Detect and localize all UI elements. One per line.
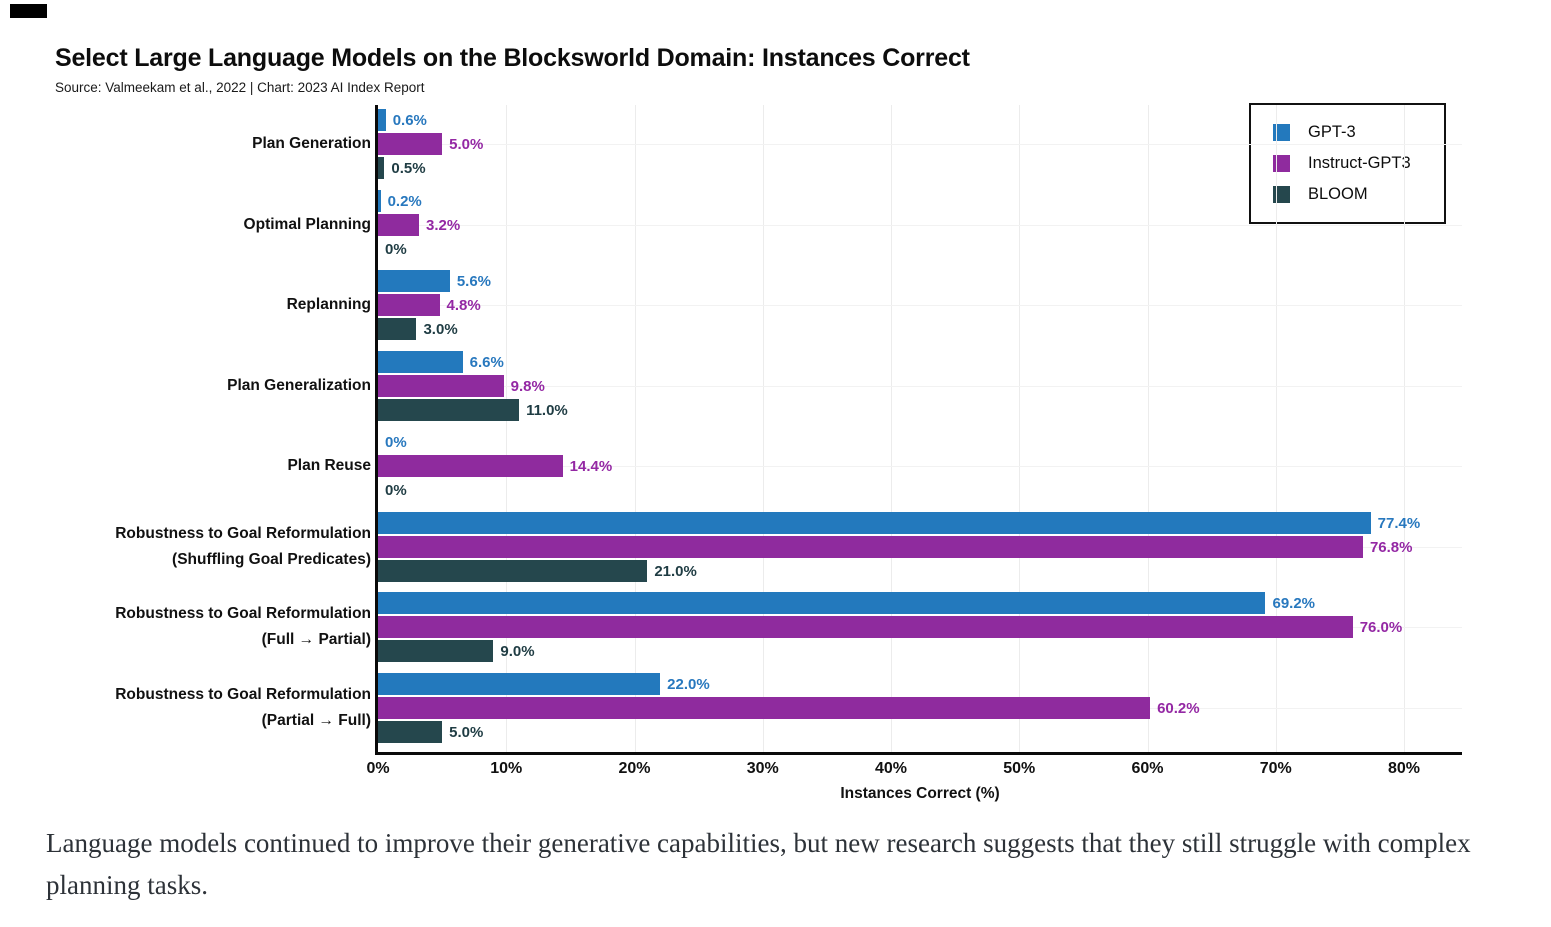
category-label: Replanning [286,296,371,314]
bar-gpt-3 [378,109,386,131]
bar-bloom [378,720,443,743]
bar-gpt-3 [378,592,1266,615]
bar-value-label: 22.0% [667,675,710,693]
category-label: Robustness to Goal Reformulation (Shuffl… [115,524,371,568]
gridline-vertical [891,105,892,752]
bar-instruct-gpt3 [378,455,563,478]
bar-value-label: 0% [385,482,407,500]
legend-item-gpt-3: GPT-3 [1273,117,1444,148]
bar-value-label: 5.6% [456,273,492,291]
bar-value-label: 69.2% [1272,595,1316,613]
category-label: Optimal Planning [243,215,371,233]
legend-label: Instruct-GPT3 [1308,154,1411,172]
bar-value-label: 60.2% [1157,699,1200,717]
bar-gpt-3 [378,189,381,212]
bar-value-label: 5.0% [449,723,484,741]
x-tick-label: 30% [746,760,779,777]
bar-instruct-gpt3 [378,133,443,155]
bar-value-label: 0% [385,434,407,452]
bar-value-label: 9.8% [510,377,545,395]
x-axis-title: Instances Correct (%) [840,785,1000,802]
corner-mark [10,4,47,18]
legend: GPT-3 Instruct-GPT3 BLOOM [1249,103,1446,224]
legend-item-instruct-gpt3: Instruct-GPT3 [1273,148,1444,179]
x-tick-label: 70% [1259,760,1292,777]
bar-value-label: 9.0% [500,643,535,661]
bar-instruct-gpt3 [378,535,1363,558]
x-tick-label: 10% [490,760,523,777]
category-label: Robustness to Goal Reformulation (Partia… [115,685,371,729]
x-tick-label: 0% [366,760,390,777]
bar-instruct-gpt3 [378,374,504,397]
legend-swatch-icon [1273,124,1290,141]
bar-bloom [378,398,520,421]
x-tick-label: 80% [1387,760,1421,777]
bar-bloom [378,640,494,663]
bar-value-label: 5.0% [449,136,484,153]
bar-value-label: 0% [385,240,407,258]
x-axis-line [375,752,1462,755]
legend-swatch-icon [1273,155,1290,172]
gridline-vertical [1404,105,1405,752]
category-label: Plan Generalization [227,376,371,394]
gridline-horizontal [378,385,1462,387]
x-tick-label: 20% [618,760,651,777]
bar-value-label: 11.0% [526,401,568,419]
bar-value-label: 76.8% [1369,538,1413,556]
gridline-horizontal [378,144,1462,145]
legend-label: BLOOM [1308,185,1368,203]
bar-bloom [378,157,385,179]
gridline-vertical [634,105,636,752]
bar-value-label: 6.6% [469,353,504,371]
legend-label: GPT-3 [1308,123,1356,141]
bar-gpt-3 [378,511,1371,534]
bar-value-label: 3.0% [423,321,458,339]
bar-value-label: 0.2% [387,192,422,210]
bar-bloom [378,318,417,341]
bar-instruct-gpt3 [378,696,1151,719]
legend-swatch-icon [1273,186,1290,203]
bar-value-label: 14.4% [569,458,613,476]
x-tick-label: 50% [1003,760,1036,777]
bar-value-label: 0.5% [391,160,426,177]
bar-value-label: 77.4% [1377,514,1421,532]
gridline-horizontal [378,224,1462,226]
y-axis-line [375,105,378,755]
gridline-vertical [762,105,764,752]
legend-item-bloom: BLOOM [1273,179,1444,210]
gridline-vertical [1019,105,1021,752]
category-label: Plan Generation [252,135,371,152]
bar-value-label: 21.0% [654,562,697,580]
caption: Language models continued to improve the… [46,828,1471,900]
bar-value-label: 76.0% [1359,619,1403,637]
bar-gpt-3 [378,270,450,293]
chart-source-line: Source: Valmeekam et al., 2022 | Chart: … [55,80,425,95]
chart-title: Select Large Language Models on the Bloc… [55,44,970,72]
bar-instruct-gpt3 [378,616,1353,639]
bar-gpt-3 [378,672,661,695]
gridline-vertical [506,105,508,752]
category-label: Plan Reuse [287,457,371,475]
gridline-vertical [1147,105,1149,752]
gridline-horizontal [378,305,1462,307]
x-tick-label: 40% [874,760,908,777]
bar-instruct-gpt3 [378,294,440,317]
x-tick-label: 60% [1131,760,1164,777]
bar-gpt-3 [378,350,463,373]
category-label: Robustness to Goal Reformulation (Full →… [115,605,371,649]
bar-value-label: 3.2% [426,216,461,234]
bar-value-label: 0.6% [392,112,427,129]
bar-instruct-gpt3 [378,213,420,236]
gridline-horizontal [378,466,1462,468]
bar-bloom [378,559,648,582]
gridline-vertical [1275,105,1277,752]
bar-value-label: 4.8% [446,297,481,315]
